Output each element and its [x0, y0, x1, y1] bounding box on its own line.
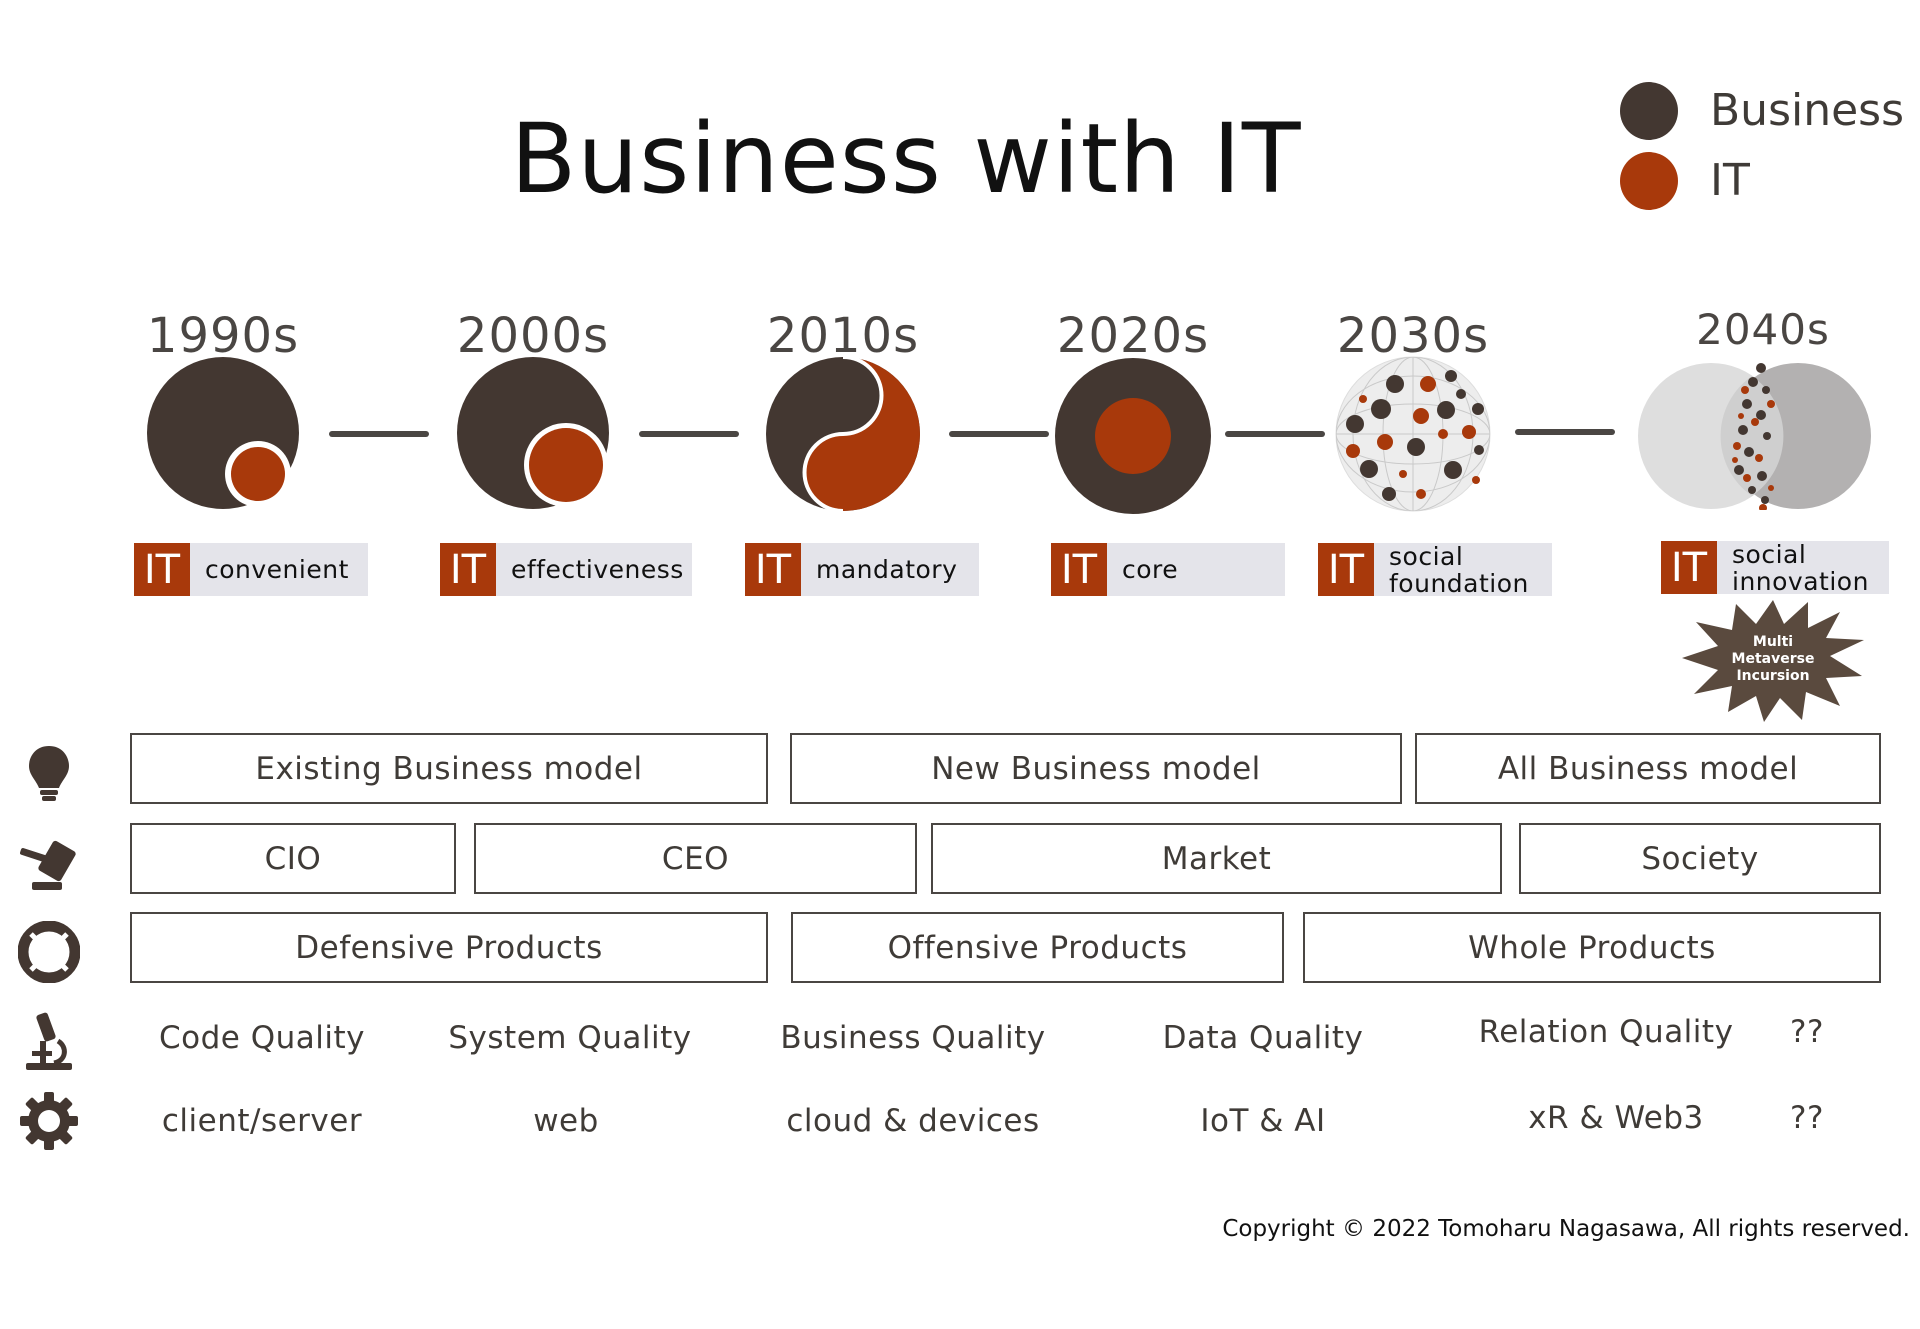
tech-xr-web3: xR & Web3	[1528, 1100, 1704, 1136]
gear-icon	[20, 1092, 78, 1150]
starburst-line: Multi	[1753, 634, 1793, 650]
products-offensive: Offensive Products	[791, 912, 1284, 983]
decade-2010s: 2010s	[766, 308, 920, 364]
yin-yang-icon	[766, 355, 920, 513]
it-core-icon	[1055, 358, 1211, 514]
legend-it-label: IT	[1710, 155, 1750, 206]
microscope-icon	[26, 1012, 72, 1070]
quality-business: Business Quality	[780, 1020, 1046, 1056]
it-label-social-foundation: IT social foundation	[1318, 543, 1552, 597]
it-label-convenient: IT convenient	[134, 543, 368, 596]
business-model-new: New Business model	[790, 733, 1402, 804]
starburst-line: Incursion	[1736, 668, 1809, 684]
label-line: innovation	[1732, 566, 1869, 596]
dotted-globe-icon	[1335, 356, 1491, 512]
timeline-connector	[1225, 431, 1325, 437]
decade-2000s: 2000s	[456, 308, 610, 364]
quality-system: System Quality	[448, 1020, 692, 1056]
it-label-core: IT core	[1051, 543, 1285, 596]
label-text: core	[1122, 555, 1179, 584]
gavel-icon	[20, 840, 76, 890]
tech-web: web	[533, 1103, 599, 1139]
label-text: social foundation	[1374, 543, 1529, 597]
small-it-circle-icon	[147, 357, 299, 509]
starburst-badge: Multi Metaverse Incursion	[1682, 600, 1864, 722]
label-text: effectiveness	[511, 555, 684, 584]
legend-business-label: Business	[1710, 85, 1905, 136]
tech-client-server: client/server	[161, 1103, 363, 1139]
quality-unknown: ??	[1790, 1014, 1824, 1050]
legend-business-dot	[1620, 82, 1678, 140]
page-title: Business with IT	[510, 103, 1302, 215]
label-line: social	[1389, 541, 1464, 571]
it-tag: IT	[745, 543, 801, 596]
copyright-notice: Copyright © 2022 Tomoharu Nagasawa, All …	[1222, 1216, 1910, 1242]
label-line: social	[1732, 539, 1807, 569]
label-text: social innovation	[1717, 541, 1869, 595]
decision-market: Market	[931, 823, 1502, 894]
it-tag: IT	[1051, 543, 1107, 596]
it-tag: IT	[1318, 543, 1374, 596]
quality-relation: Relation Quality	[1478, 1014, 1734, 1050]
lifebuoy-icon	[18, 921, 80, 983]
it-label-mandatory: IT mandatory	[745, 543, 979, 596]
merging-spheres-icon	[1638, 363, 1871, 510]
business-model-all: All Business model	[1415, 733, 1881, 804]
it-tag: IT	[134, 543, 190, 596]
it-label-effectiveness: IT effectiveness	[440, 543, 692, 596]
quality-code: Code Quality	[159, 1020, 365, 1056]
label-text: convenient	[205, 555, 349, 584]
decision-ceo: CEO	[474, 823, 917, 894]
decade-2020s: 2020s	[1056, 308, 1210, 364]
legend-it-dot	[1620, 152, 1678, 210]
timeline-connector	[639, 431, 739, 437]
decade-1990s: 1990s	[146, 308, 300, 364]
label-line: foundation	[1389, 568, 1529, 598]
decision-society: Society	[1519, 823, 1881, 894]
decade-2040s: 2040s	[1696, 305, 1830, 354]
larger-it-circle-icon	[457, 357, 609, 509]
timeline-connector	[949, 431, 1049, 437]
business-model-existing: Existing Business model	[130, 733, 768, 804]
tech-iot-ai: IoT & AI	[1200, 1103, 1326, 1139]
legend: Business IT	[1620, 82, 1910, 212]
products-defensive: Defensive Products	[130, 912, 768, 983]
decision-cio: CIO	[130, 823, 456, 894]
lightbulb-icon	[29, 746, 69, 801]
it-label-social-innovation: IT social innovation	[1661, 541, 1889, 595]
timeline-connector	[1515, 429, 1615, 435]
it-tag: IT	[1661, 541, 1717, 594]
quality-data: Data Quality	[1162, 1020, 1364, 1056]
starburst-line: Metaverse	[1732, 651, 1815, 667]
label-text: mandatory	[816, 555, 958, 584]
decade-2030s: 2030s	[1336, 308, 1490, 364]
timeline-connector	[329, 431, 429, 437]
tech-cloud-devices: cloud & devices	[786, 1103, 1040, 1139]
products-whole: Whole Products	[1303, 912, 1881, 983]
it-tag: IT	[440, 543, 496, 596]
tech-unknown: ??	[1790, 1100, 1824, 1136]
